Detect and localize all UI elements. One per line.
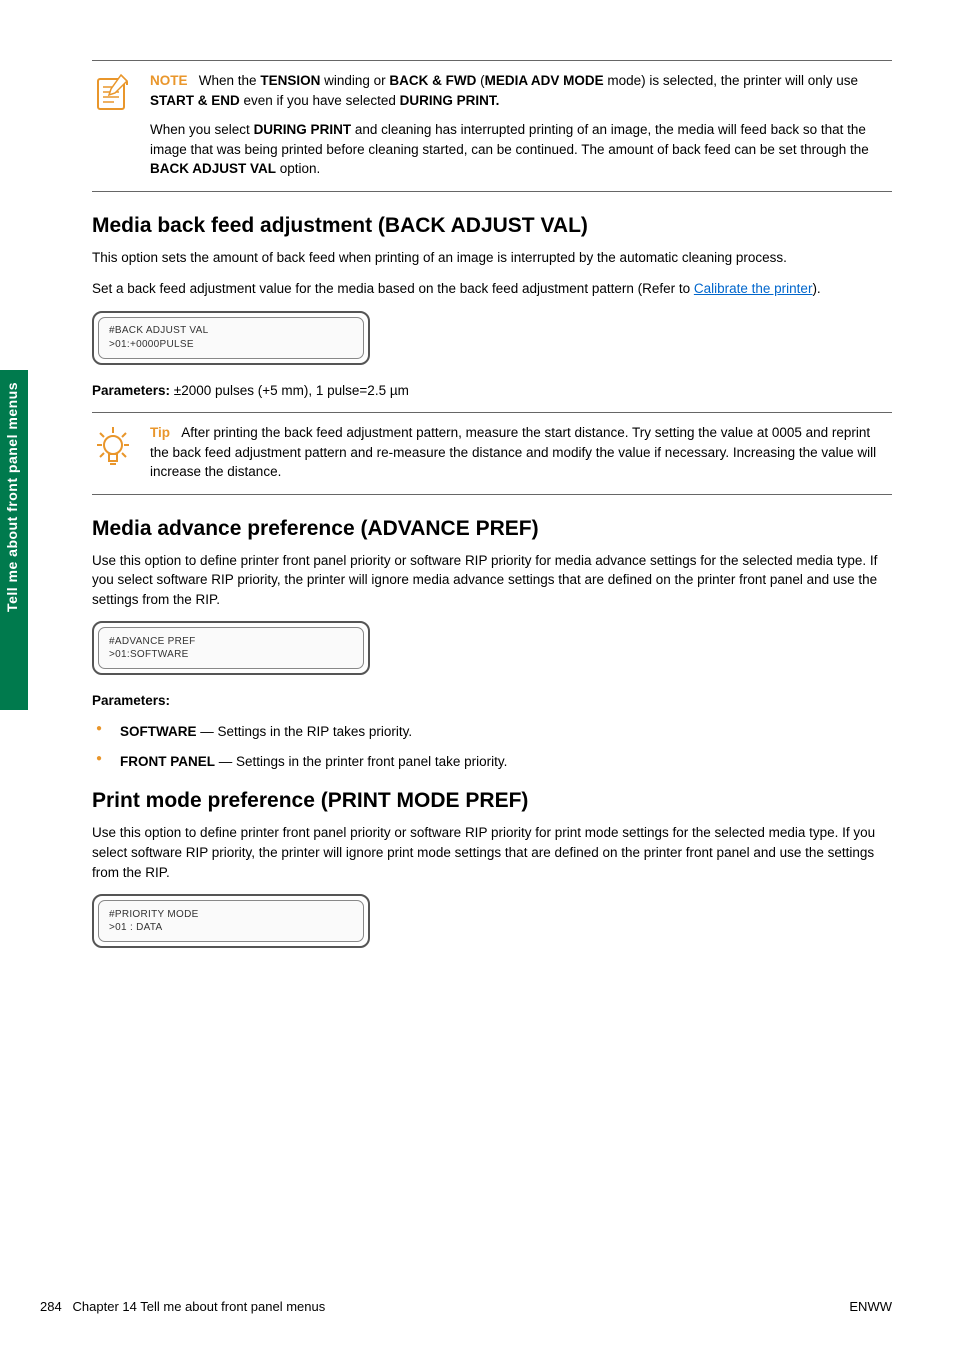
- lcd-advance-pref: #ADVANCE PREF >01:SOFTWARE: [92, 621, 370, 675]
- tip-icon: [92, 423, 134, 482]
- print-mode-p1: Use this option to define printer front …: [92, 823, 892, 882]
- note-label: NOTE: [150, 73, 188, 88]
- lcd-line: >01 : DATA: [109, 921, 353, 935]
- tip-callout: Tip After printing the back feed adjustm…: [92, 412, 892, 495]
- params-advance-label: Parameters:: [92, 693, 892, 708]
- params-back-feed: Parameters: ±2000 pulses (+5 mm), 1 puls…: [92, 383, 892, 398]
- list-item: FRONT PANEL — Settings in the printer fr…: [94, 752, 892, 772]
- heading-back-feed: Media back feed adjustment (BACK ADJUST …: [92, 214, 892, 238]
- note-icon: [92, 71, 134, 179]
- back-feed-p2: Set a back feed adjustment value for the…: [92, 279, 892, 299]
- page-content: NOTE When the TENSION winding or BACK & …: [0, 0, 954, 1006]
- footer-right: ENWW: [849, 1299, 892, 1314]
- lcd-back-adjust: #BACK ADJUST VAL >01:+0000PULSE: [92, 311, 370, 365]
- lcd-line: #ADVANCE PREF: [109, 635, 353, 649]
- tip-text: Tip After printing the back feed adjustm…: [150, 423, 892, 482]
- list-item: SOFTWARE — Settings in the RIP takes pri…: [94, 722, 892, 742]
- calibrate-link[interactable]: Calibrate the printer: [694, 281, 813, 296]
- heading-print-mode: Print mode preference (PRINT MODE PREF): [92, 789, 892, 813]
- lcd-line: >01:SOFTWARE: [109, 648, 353, 662]
- advance-p1: Use this option to define printer front …: [92, 551, 892, 610]
- tip-label: Tip: [150, 425, 170, 440]
- back-feed-p1: This option sets the amount of back feed…: [92, 248, 892, 268]
- footer-left: 284 Chapter 14 Tell me about front panel…: [40, 1299, 325, 1314]
- heading-advance-pref: Media advance preference (ADVANCE PREF): [92, 517, 892, 541]
- page-footer: 284 Chapter 14 Tell me about front panel…: [40, 1299, 892, 1314]
- note-text: NOTE When the TENSION winding or BACK & …: [150, 71, 892, 179]
- side-tab: Tell me about front panel menus: [0, 370, 28, 710]
- lcd-line: >01:+0000PULSE: [109, 338, 353, 352]
- lcd-line: #PRIORITY MODE: [109, 908, 353, 922]
- lcd-line: #BACK ADJUST VAL: [109, 324, 353, 338]
- note-callout: NOTE When the TENSION winding or BACK & …: [92, 60, 892, 192]
- side-tab-label: Tell me about front panel menus: [0, 370, 24, 624]
- lcd-print-mode: #PRIORITY MODE >01 : DATA: [92, 894, 370, 948]
- advance-bullets: SOFTWARE — Settings in the RIP takes pri…: [92, 722, 892, 771]
